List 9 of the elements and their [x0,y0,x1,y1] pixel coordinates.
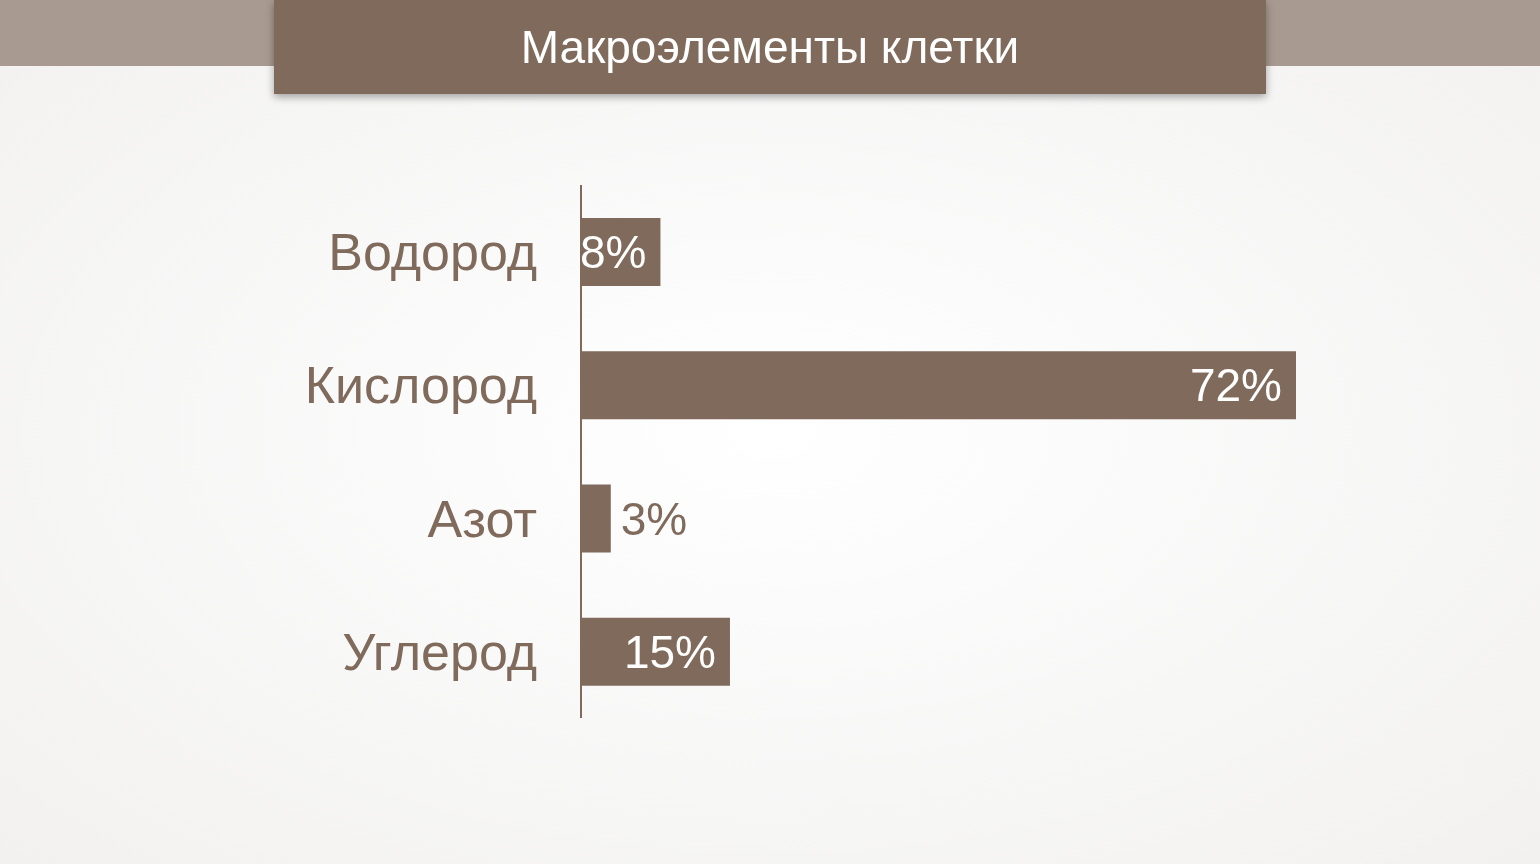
data-label: 72% [1189,359,1282,412]
data-label: 3% [620,492,688,545]
y-tick-label: Углерод [342,622,537,681]
y-tick-label: Водород [328,223,537,282]
data-label: 15% [623,625,716,678]
chart-title: Макроэлементы клетки [274,0,1266,94]
data-label: 8% [579,226,647,279]
y-tick-label: Азот [427,489,537,548]
y-tick-label: Кислород [304,356,537,415]
